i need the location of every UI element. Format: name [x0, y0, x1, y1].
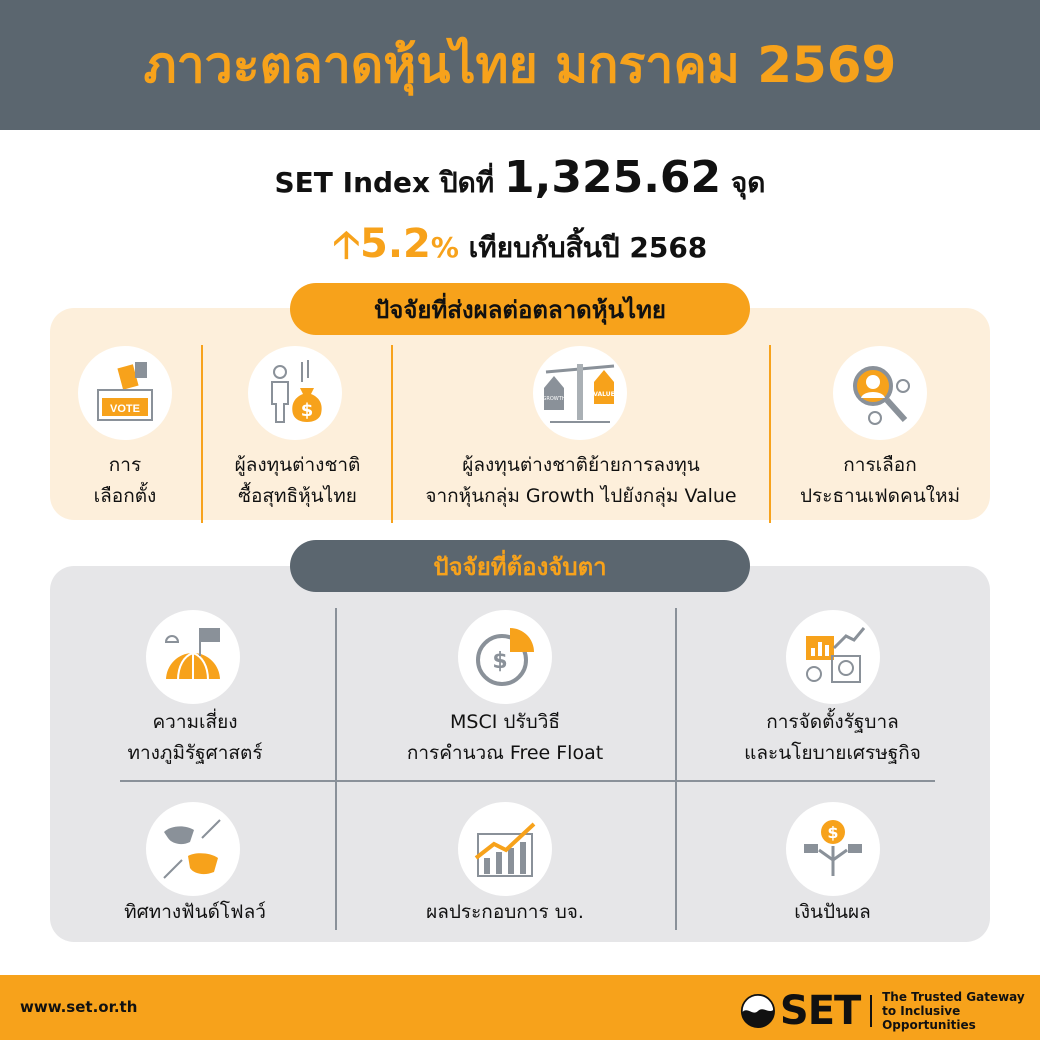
- set-logo: SET The Trusted Gateway to Inclusive Oppo…: [740, 988, 1040, 1034]
- divider: [870, 995, 873, 1027]
- bar-chart-growth-icon: [458, 802, 552, 896]
- government-policy-chart-icon: [786, 610, 880, 704]
- arrow-up-icon: 🡡: [332, 222, 360, 266]
- factor-label: การเลือก ประธานเฟดคนใหม่: [799, 454, 961, 507]
- candidate-search-icon: [833, 346, 927, 440]
- tagline: The Trusted Gateway to Inclusive Opportun…: [882, 990, 1025, 1032]
- ballot-box-icon: VOTE: [78, 346, 172, 440]
- svg-text:$: $: [492, 649, 507, 674]
- watch-label: ความเสี่ยง ทางภูมิรัฐศาสตร์: [127, 711, 263, 764]
- index-value: 1,325.62: [504, 152, 722, 203]
- divider: [120, 780, 935, 782]
- growth-value-scale-icon: GROWTH VALUE: [533, 346, 627, 440]
- watch-label: การจัดตั้งรัฐบาล และนโยบายเศรษฐกิจ: [744, 711, 921, 764]
- investor-money-bag-icon: $: [248, 346, 342, 440]
- set-index-summary: SET Index ปิดที่ 1,325.62 จุด: [0, 152, 1040, 205]
- divider: [675, 608, 677, 930]
- change-value: 5.2: [360, 221, 431, 267]
- percent-sign: %: [430, 231, 459, 264]
- watch-title: ปัจจัยที่ต้องจับตา: [290, 540, 750, 592]
- divider: [391, 345, 393, 523]
- index-prefix: SET Index ปิดที่: [274, 166, 495, 199]
- index-change: 🡡5.2% เทียบกับสิ้นปี 2568: [0, 216, 1040, 281]
- index-unit: จุด: [730, 166, 766, 199]
- svg-text:VALUE: VALUE: [593, 391, 614, 398]
- watch-label: เงินปันผล: [794, 901, 871, 923]
- divider: [769, 345, 771, 523]
- factor-label: ผู้ลงทุนต่างชาติย้ายการลงทุน จากหุ้นกลุ่ม…: [425, 454, 737, 507]
- bull-bear-icon: [146, 802, 240, 896]
- watch-label: ทิศทางฟันด์โฟลว์: [124, 901, 266, 923]
- factor-label: ผู้ลงทุนต่างชาติ ซื้อสุทธิหุ้นไทย: [234, 454, 361, 507]
- website-link[interactable]: www.set.or.th: [20, 998, 138, 1016]
- divider: [335, 608, 337, 930]
- dividend-tree-icon: $: [786, 802, 880, 896]
- header-banner: ภาวะตลาดหุ้นไทย มกราคม 2569: [0, 0, 1040, 130]
- svg-text:GROWTH: GROWTH: [542, 396, 565, 402]
- watch-label: ผลประกอบการ บจ.: [426, 901, 584, 923]
- factors-title: ปัจจัยที่ส่งผลต่อตลาดหุ้นไทย: [290, 283, 750, 335]
- divider: [201, 345, 203, 523]
- svg-text:$: $: [827, 823, 838, 842]
- page-title: ภาวะตลาดหุ้นไทย มกราคม 2569: [143, 35, 897, 94]
- svg-text:$: $: [301, 400, 314, 421]
- factor-item-growth-to-value: GROWTH VALUE: [533, 346, 627, 440]
- footer: [0, 975, 1040, 1040]
- set-logo-text: SET: [779, 988, 861, 1034]
- factor-item-foreign-buying: $: [248, 346, 342, 440]
- watch-label: MSCI ปรับวิธี การคำนวณ Free Float: [406, 711, 604, 764]
- set-logo-mark-icon: [740, 993, 775, 1029]
- svg-text:VOTE: VOTE: [110, 403, 140, 415]
- factor-item-election: VOTE: [78, 346, 172, 440]
- factor-label: การ เลือกตั้ง: [93, 454, 157, 507]
- factor-item-fed-chair: [833, 346, 927, 440]
- pie-chart-dollar-icon: $: [458, 610, 552, 704]
- geopolitical-globe-icon: [146, 610, 240, 704]
- factors-panel: [50, 308, 990, 520]
- change-text: เทียบกับสิ้นปี 2568: [468, 231, 708, 264]
